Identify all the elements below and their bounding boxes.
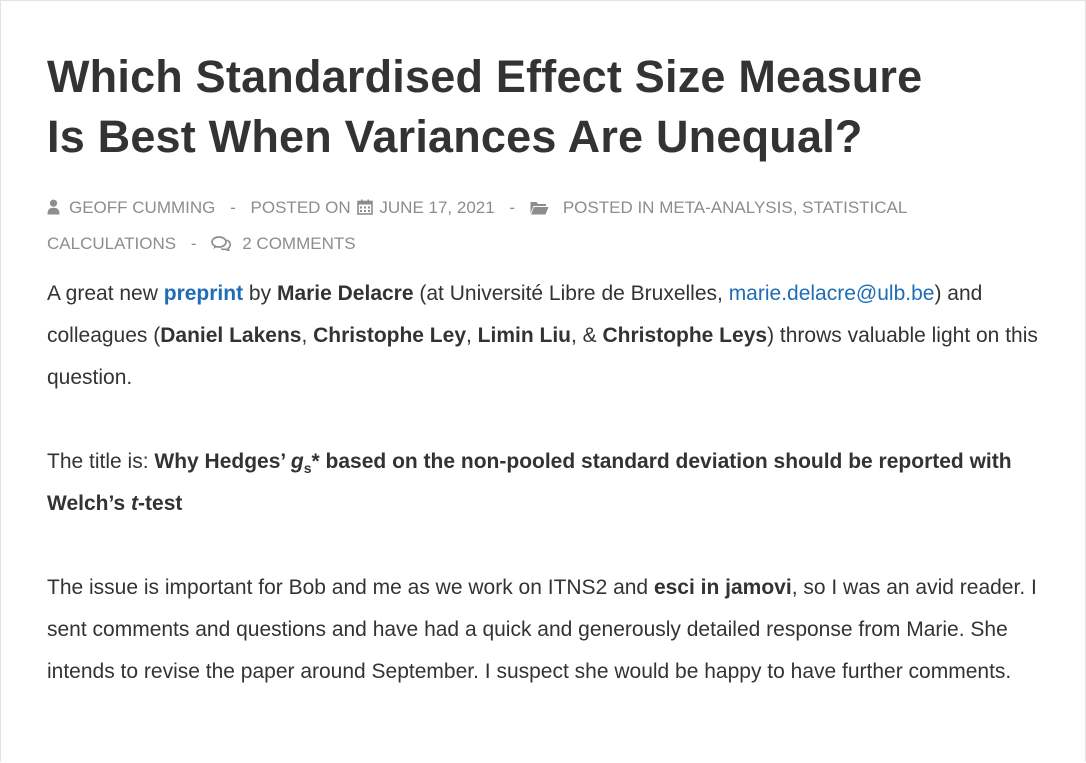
paragraph-title: The title is: Why Hedges’ gs* based on t… xyxy=(47,441,1042,525)
text: , & xyxy=(571,324,603,347)
post-title-line-2: Is Best When Variances Are Unequal? xyxy=(47,111,863,162)
paper-title: Why Hedges’ gs* based on the non-pooled … xyxy=(47,450,1012,515)
paragraph-issue: The issue is important for Bob and me as… xyxy=(47,567,1042,693)
coauthor-name: Christophe Ley xyxy=(313,324,466,347)
text: A great new xyxy=(47,282,164,305)
meta-separator: - xyxy=(230,198,236,217)
user-icon xyxy=(47,193,60,227)
post-meta: GEOFF CUMMING - POSTED ON JUNE 17, 2021 … xyxy=(47,191,1007,263)
coauthor-name: Limin Liu xyxy=(477,324,571,347)
folder-open-icon xyxy=(530,193,549,227)
posted-on-label: POSTED ON xyxy=(250,198,351,217)
author-link[interactable]: GEOFF CUMMING xyxy=(69,198,216,217)
text: -test xyxy=(138,492,183,515)
author-name: Marie Delacre xyxy=(276,282,414,305)
text: , xyxy=(301,324,314,347)
calendar-icon xyxy=(357,193,374,227)
blog-post: Which Standardised Effect Size Measure I… xyxy=(47,47,1047,735)
text: ) and colleagues ( xyxy=(47,282,983,347)
text: ) throws valuable light on this question… xyxy=(47,324,1038,389)
category-link-meta-analysis[interactable]: META-ANALYSIS xyxy=(659,198,793,217)
software-name: esci in jamovi xyxy=(653,576,792,599)
text: * based on the non-pooled standard devia… xyxy=(47,450,1012,515)
text: Why Hedges’ xyxy=(154,450,291,473)
comments-icon xyxy=(211,229,232,263)
comments-link[interactable]: 2 COMMENTS xyxy=(242,234,356,253)
symbol-g: g xyxy=(290,450,304,473)
category-link-statistical-calculations[interactable]: STATISTICAL CALCULATIONS xyxy=(47,198,907,253)
preprint-link-label: preprint xyxy=(163,282,244,305)
coauthor-name: Daniel Lakens xyxy=(160,324,302,347)
text: The title is: xyxy=(47,450,155,473)
preprint-link[interactable]: preprint xyxy=(164,282,243,305)
symbol-t: t xyxy=(131,492,139,515)
posted-in-label: POSTED IN xyxy=(562,198,655,217)
subscript-s: s xyxy=(303,460,312,476)
text: The issue is important for Bob and me as… xyxy=(47,576,654,599)
meta-separator: - xyxy=(190,234,197,253)
text: , xyxy=(466,324,478,347)
email-link[interactable]: marie.delacre@ulb.be xyxy=(728,282,935,305)
meta-separator: - xyxy=(509,198,516,217)
text: , so I was an avid reader. I sent commen… xyxy=(47,576,1037,683)
post-title-line-1: Which Standardised Effect Size Measure xyxy=(47,51,923,102)
post-date-link[interactable]: JUNE 17, 2021 xyxy=(379,198,495,217)
text: (at Université Libre de Bruxelles, xyxy=(413,282,729,305)
post-content: A great new preprint by Marie Delacre (a… xyxy=(47,273,1042,693)
text: by xyxy=(243,282,277,305)
post-title: Which Standardised Effect Size Measure I… xyxy=(47,47,1047,167)
category-comma: , xyxy=(792,198,798,217)
paragraph-intro: A great new preprint by Marie Delacre (a… xyxy=(47,273,1042,399)
coauthor-name: Christophe Leys xyxy=(602,324,768,347)
